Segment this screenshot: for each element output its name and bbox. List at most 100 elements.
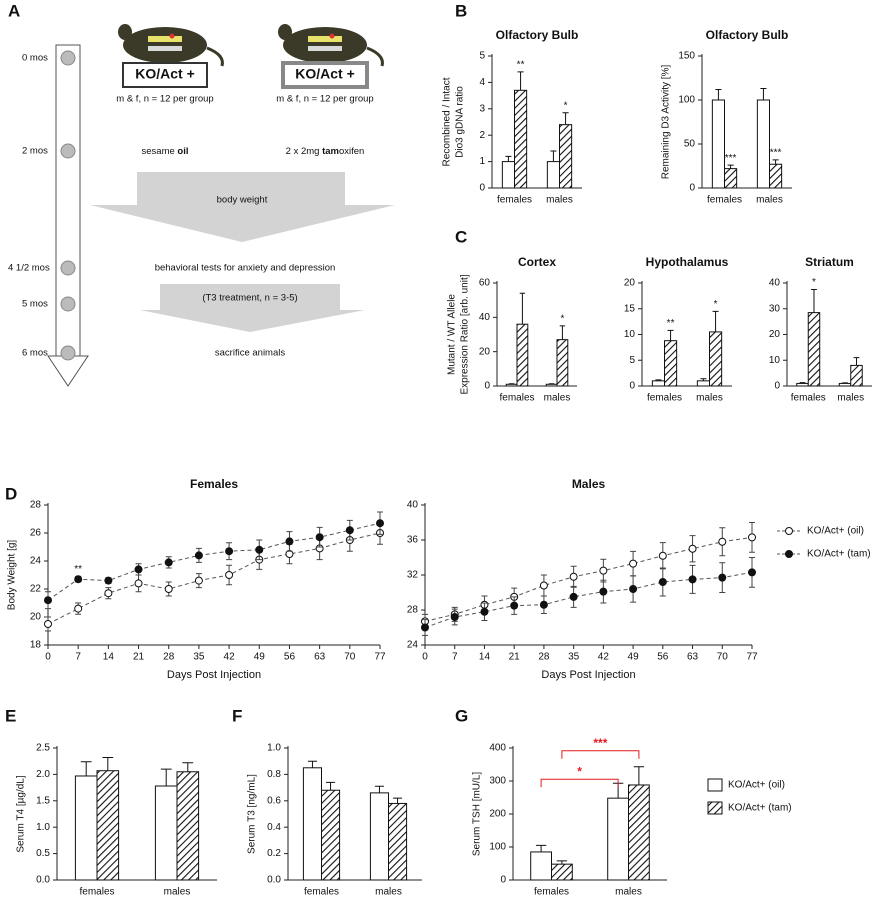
significance-bracket [561,750,640,759]
bar [154,785,178,881]
x-tick-label: 0 [422,652,428,663]
error-bar [505,155,512,162]
error-bar [727,164,734,169]
x-tick-label: females [534,887,569,898]
bar [559,124,573,189]
step-label: body weight [217,195,268,206]
marker [225,547,234,556]
marker [718,573,727,582]
y-tick-label: 36 [407,535,419,546]
y-tick-label: 0.8 [267,769,281,780]
time-point [60,50,76,66]
y-tick-label: 24 [30,556,42,567]
error-bar [842,382,848,384]
bar [807,312,821,387]
significance: *** [593,736,607,750]
time-label: 2 mos [22,146,48,157]
y-tick-label: 1 [479,156,485,167]
y-tick-label: 30 [769,303,781,314]
y-tick-label: 0 [500,875,506,886]
chart-title: Cortex [518,255,556,269]
mouse-icon [118,24,224,67]
y-tick-label: 10 [769,355,781,366]
x-tick-label: 63 [687,652,699,663]
error-bar [562,112,569,125]
x-tick-label: 77 [374,652,386,663]
x-tick-label: 14 [103,652,115,663]
marker [688,575,697,584]
error-bar [326,781,336,791]
x-tick-label: females [707,195,742,206]
y-tick-label: 50 [684,139,696,150]
bar [501,161,516,189]
bar [838,382,852,387]
y-tick-label: 10 [624,329,636,340]
bar [628,784,650,881]
timeline-diagram: 0 mos 2 mos 4 1/2 mos 5 mos 6 mos KO/Act… [8,24,395,387]
error-bar [374,785,384,793]
error-bar [712,310,719,332]
bar [709,331,723,387]
y-axis-label: Serum T3 [ng/mL] [247,774,258,854]
marker [376,519,384,528]
series-line [47,522,381,601]
x-tick-label: 63 [314,652,326,663]
marker [44,620,52,628]
error-bar [799,382,806,384]
x-tick-label: 7 [452,652,458,663]
y-tick-label: 4 [479,77,485,88]
group-note: m & f, n = 12 per group [276,94,373,105]
time-label: 4 1/2 mos [8,263,50,274]
marker [194,551,203,560]
y-tick-label: 40 [479,312,491,323]
x-tick-label: 42 [224,652,236,663]
bar [388,802,408,881]
y-tick-label: 28 [407,605,419,616]
bar [302,767,323,881]
x-tick-label: females [79,887,114,898]
marker [164,585,173,593]
treatment-text: sesame [142,146,178,157]
y-tick-label: 0.6 [267,795,281,806]
bar [176,771,200,881]
marker [688,544,697,553]
bar [505,383,518,387]
error-bar [633,766,645,785]
y-tick-label: 0.5 [36,848,50,859]
phase-arrow [90,172,395,242]
panel-label: B [455,1,467,20]
y-tick-label: 0.4 [267,822,281,833]
error-bar [559,325,566,340]
y-tick-label: 22 [30,584,42,595]
y-tick-label: 0 [689,183,695,194]
bar [74,775,98,881]
bar [607,797,630,881]
bar [769,163,783,189]
x-tick-label: females [497,195,532,206]
y-tick-label: 60 [479,278,491,289]
marker [164,558,173,567]
bar [711,99,725,189]
marker [658,578,667,586]
series-line [424,571,753,628]
y-tick-label: 28 [30,500,42,511]
y-axis-label: Mutant / WT Allele [447,294,458,375]
x-tick-label: males [615,887,642,898]
legend-swatch [707,801,723,815]
y-tick-label: 2.0 [36,769,50,780]
error-bar [715,88,722,100]
error-bar [160,768,172,787]
x-tick-label: 35 [193,652,205,663]
x-tick-label: 35 [568,652,580,663]
significance: *** [725,153,737,164]
legend-swatch [707,778,723,792]
bar [530,851,553,881]
y-tick-label: 200 [489,809,506,820]
legend-label: KO/Act+ (oil) [728,780,785,791]
x-tick-label: 49 [254,652,266,663]
x-tick-label: males [756,195,783,206]
y-axis-label: Serum T4 [µg/dL] [16,775,27,853]
marker [104,576,113,585]
treatment-text: 2 x 2mg [286,146,322,157]
y-axis-label: Serum TSH [mU/L] [472,772,483,856]
